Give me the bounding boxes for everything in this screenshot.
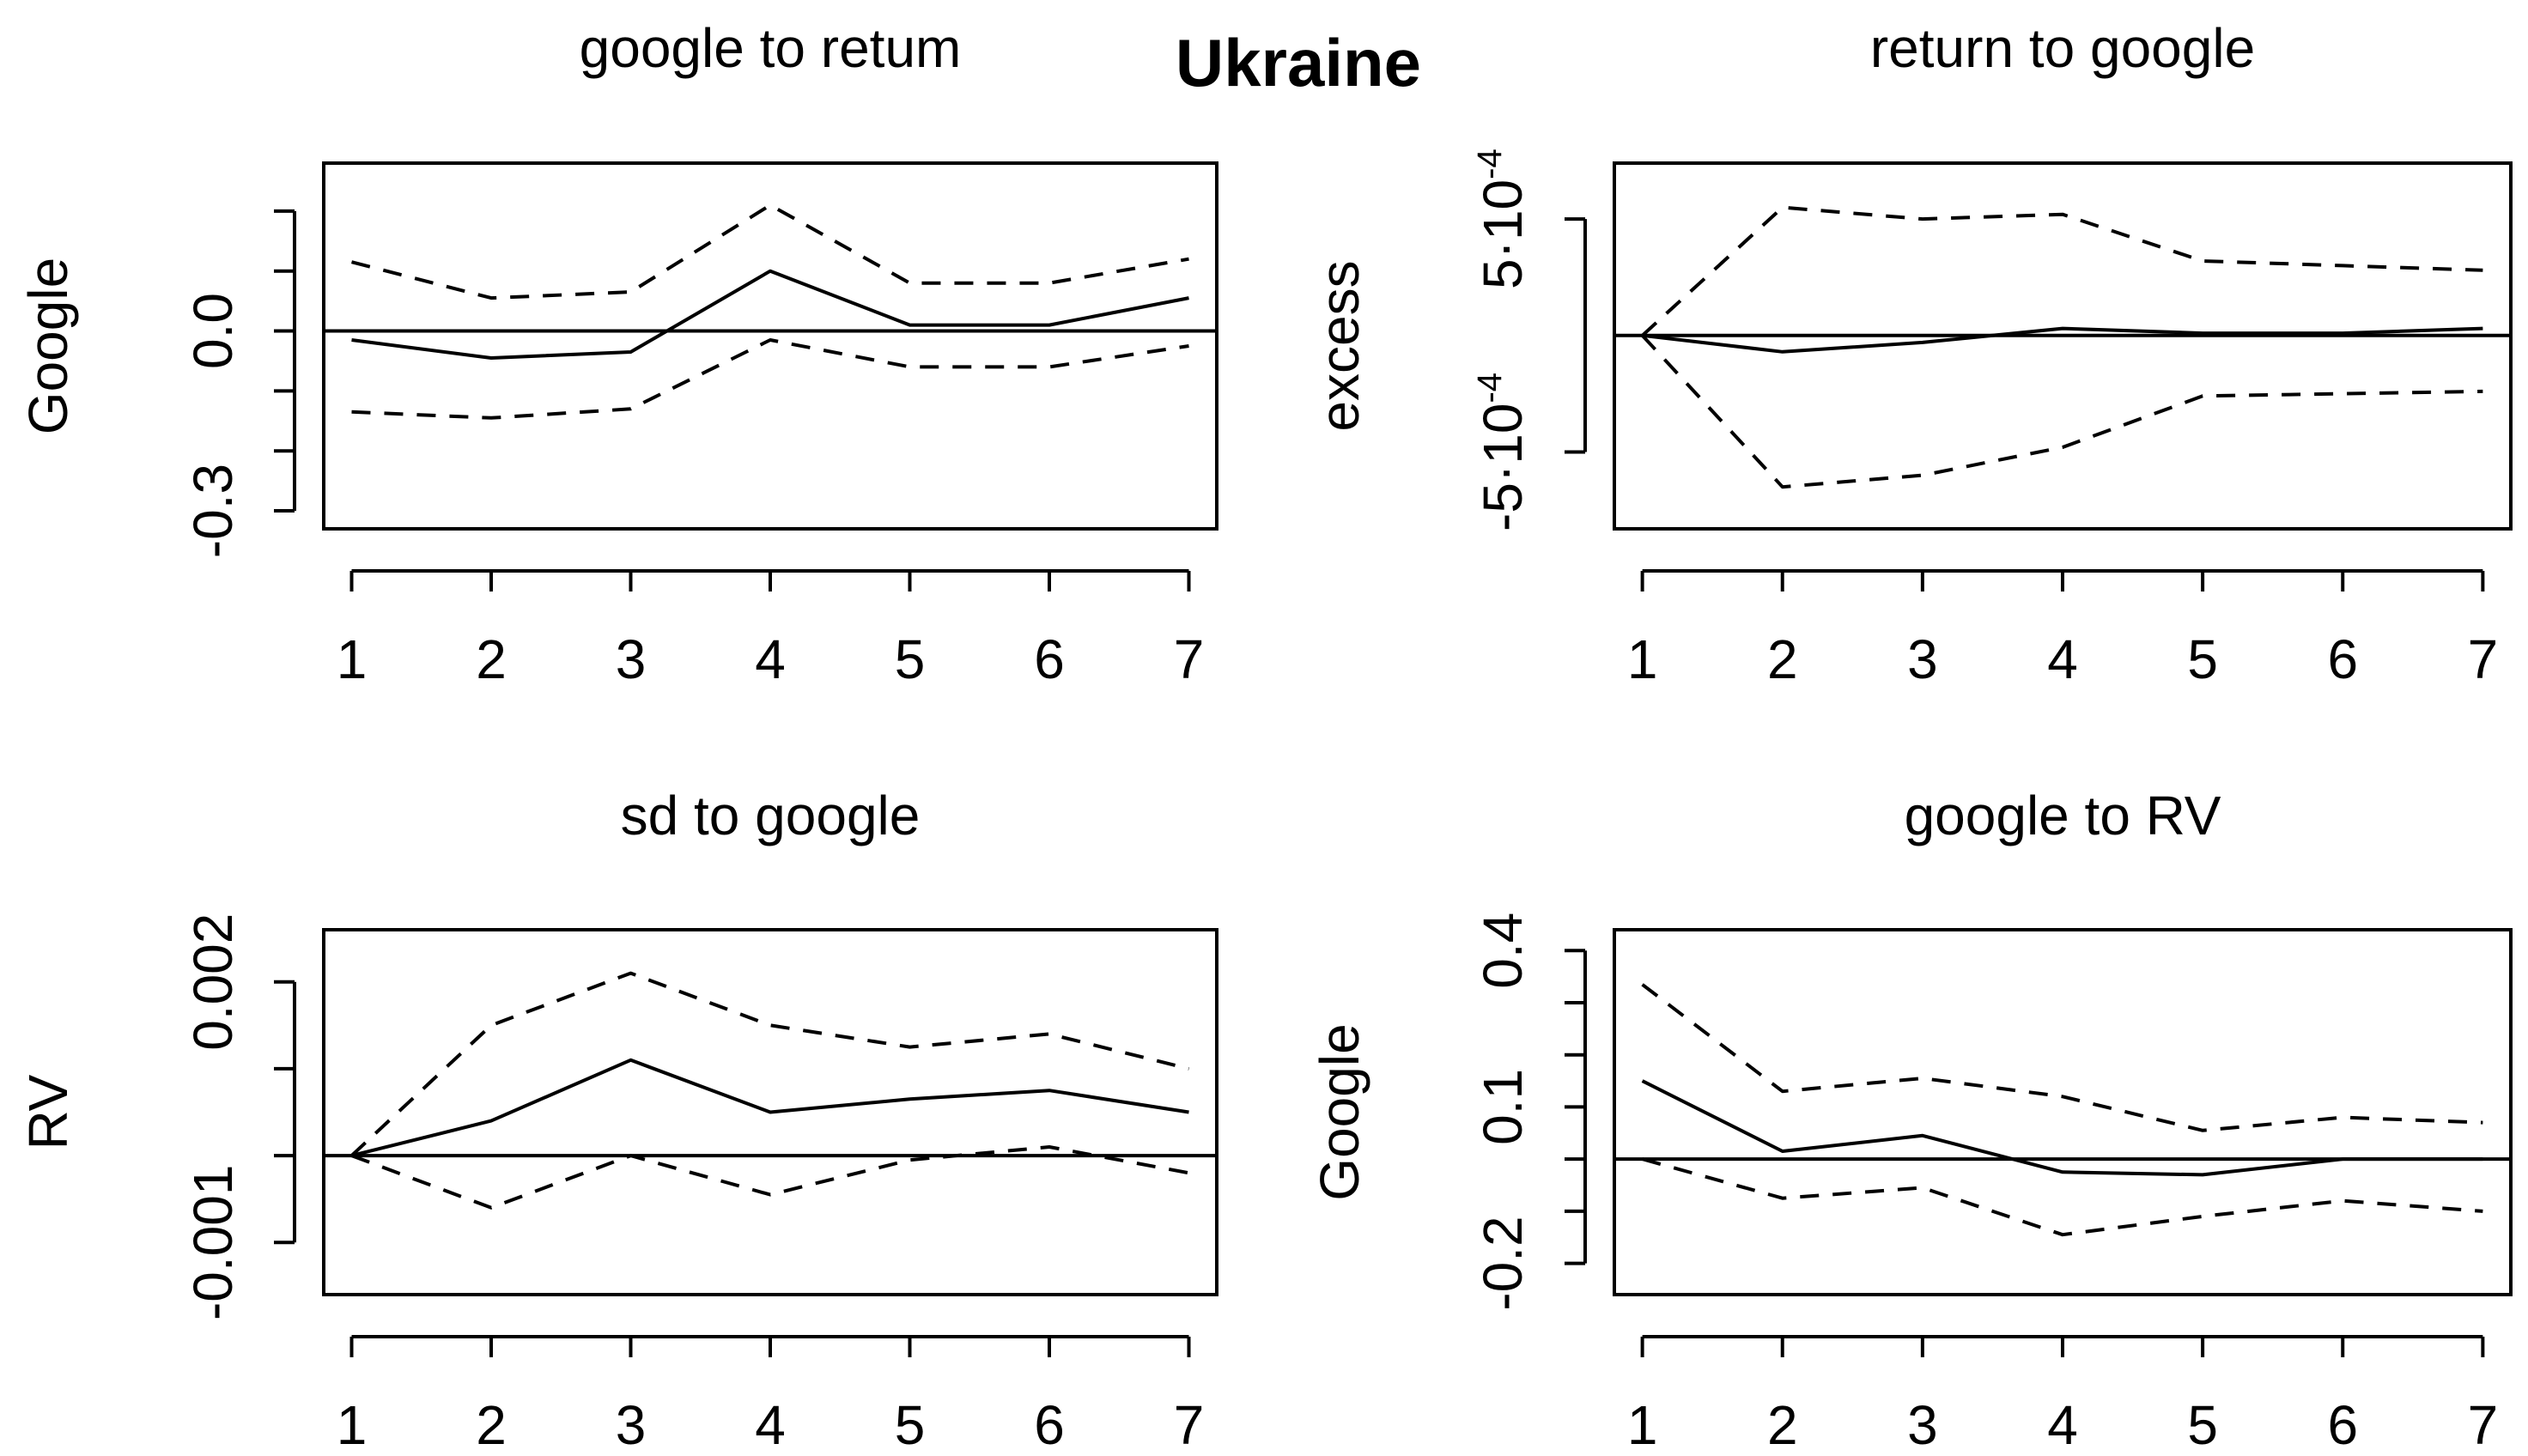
panel-title: return to google — [1870, 17, 2255, 79]
x-tick-label: 6 — [1034, 1394, 1065, 1456]
x-tick-label: 7 — [1174, 628, 1205, 690]
panel-title: google to RV — [1905, 785, 2221, 846]
x-tick-label: 1 — [1627, 628, 1658, 690]
x-tick-label: 2 — [476, 1394, 507, 1456]
x-tick-label: 1 — [337, 1394, 368, 1456]
x-tick-label: 4 — [2047, 628, 2078, 690]
plot-frame — [322, 161, 1218, 531]
chart-panel-4: google to RV Google 1 2 3 4 5 6 7 -0.2 0.1 0.4 — [1309, 785, 2513, 1456]
x-tick-label: 2 — [476, 628, 507, 690]
y-tick-label: 5·10-4 — [1471, 149, 1534, 289]
y-axis-label: Google — [17, 258, 79, 434]
x-tick-label: 7 — [2468, 1394, 2499, 1456]
response-line — [1642, 326, 2483, 354]
x-tick-label: 5 — [2187, 1394, 2218, 1456]
upper-bound-line — [351, 203, 1189, 300]
x-tick-label: 1 — [1627, 1394, 1658, 1456]
upper-bound-line — [350, 971, 1189, 1157]
lower-bound-line — [350, 1145, 1189, 1210]
upper-bound-line — [1641, 983, 2483, 1132]
x-tick-label: 6 — [2327, 628, 2358, 690]
y-axis-label: excess — [1309, 260, 1370, 431]
response-line — [351, 269, 1189, 360]
y-tick-label: 0.1 — [1472, 1069, 1534, 1145]
x-tick-label: 3 — [1907, 628, 1938, 690]
y-tick-label: 0.4 — [1472, 913, 1534, 989]
x-tick-label: 2 — [1767, 1394, 1798, 1456]
panel-title: google to retum — [580, 17, 962, 79]
x-tick-label: 4 — [2047, 1394, 2078, 1456]
x-tick-label: 5 — [895, 1394, 926, 1456]
x-tick-label: 7 — [2468, 628, 2499, 690]
y-tick-label: -0.001 — [182, 1165, 244, 1320]
y-tick-label: -0.3 — [182, 464, 244, 558]
x-tick-label: 4 — [755, 1394, 786, 1456]
x-tick-label: 5 — [895, 628, 926, 690]
upper-bound-line — [1641, 205, 2483, 337]
x-tick-label: 2 — [1767, 628, 1798, 690]
y-tick-label: 0.002 — [182, 913, 244, 1051]
chart-panel-1: google to retum Google 1 2 3 4 5 6 7 -0.3 0.0 — [17, 17, 1218, 690]
y-axis-label: RV — [17, 1074, 79, 1150]
plot-frame — [1613, 928, 2513, 1296]
chart-panels: google to retum Google 1 2 3 4 5 6 7 -0.3 0.0 retur… — [17, 17, 2513, 1456]
x-tick-label: 1 — [337, 628, 368, 690]
response-line — [1641, 1079, 2483, 1177]
plot-frame — [1613, 161, 2513, 531]
lower-bound-line — [351, 338, 1189, 420]
x-tick-label: 4 — [755, 628, 786, 690]
plot-frame — [322, 928, 1218, 1296]
x-tick-label: 3 — [1907, 1394, 1938, 1456]
x-tick-label: 7 — [1174, 1394, 1205, 1456]
lower-bound-line — [1641, 334, 2483, 489]
x-tick-label: 3 — [616, 1394, 647, 1456]
x-tick-label: 5 — [2187, 628, 2218, 690]
figure-title: Ukraine — [1176, 25, 1421, 100]
panel-title: sd to google — [621, 785, 921, 846]
x-tick-label: 6 — [2327, 1394, 2358, 1456]
y-tick-label: 0.0 — [182, 293, 244, 369]
response-line — [351, 1058, 1189, 1158]
x-tick-label: 6 — [1034, 628, 1065, 690]
chart-panel-2: return to google excess 1 2 3 4 5 6 7 -5·10-4 5·10… — [1309, 17, 2513, 690]
y-tick-label: -0.2 — [1472, 1216, 1534, 1310]
x-tick-label: 3 — [616, 628, 647, 690]
y-axis-label: Google — [1309, 1023, 1370, 1200]
chart-panel-3: sd to google RV 1 2 3 4 5 6 7 -0.001 0.002 — [17, 785, 1218, 1456]
y-tick-label: -5·10-4 — [1471, 373, 1534, 531]
lower-bound-line — [1642, 1157, 2483, 1237]
